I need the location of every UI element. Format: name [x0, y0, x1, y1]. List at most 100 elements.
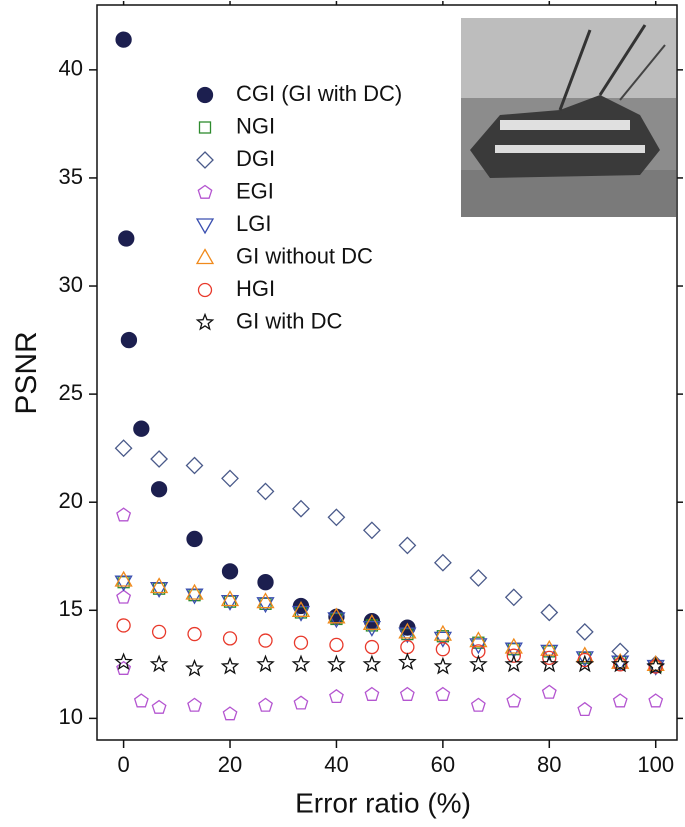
legend-label: NGI	[236, 113, 275, 138]
legend-label: DGI	[236, 146, 275, 171]
data-point	[258, 633, 273, 648]
data-point	[220, 590, 240, 607]
data-point	[292, 499, 310, 518]
data-point	[399, 686, 415, 701]
legend-label: HGI	[236, 276, 275, 301]
data-point	[646, 655, 665, 674]
data-point	[257, 574, 274, 591]
legend-label: LGI	[236, 211, 271, 236]
data-point	[220, 656, 240, 675]
data-point	[293, 635, 309, 650]
data-point	[293, 695, 309, 710]
data-point	[114, 652, 133, 671]
data-point	[577, 701, 593, 717]
data-point	[116, 589, 132, 604]
legend-marker	[196, 86, 214, 104]
data-point	[221, 563, 239, 580]
data-point	[185, 588, 204, 605]
data-point	[329, 688, 344, 704]
x-tick-label: 60	[431, 752, 455, 777]
data-point	[116, 660, 132, 675]
y-tick-label: 10	[59, 704, 83, 729]
data-point	[291, 600, 311, 617]
data-point	[610, 654, 630, 673]
data-point	[185, 456, 204, 475]
data-point	[256, 592, 275, 609]
data-point	[327, 612, 346, 629]
data-point	[506, 648, 521, 663]
data-point	[151, 624, 167, 640]
legend-marker	[197, 184, 213, 199]
data-point	[220, 594, 240, 611]
data-point	[575, 654, 595, 673]
data-point	[541, 684, 557, 699]
data-point	[329, 637, 344, 653]
data-point	[398, 652, 417, 671]
y-tick-label: 35	[59, 164, 83, 189]
data-point	[149, 577, 169, 594]
data-point	[151, 699, 167, 714]
data-point	[150, 450, 169, 468]
legend-label: GI with DC	[236, 308, 342, 333]
data-point	[149, 582, 169, 599]
data-point	[221, 469, 239, 488]
data-point	[133, 693, 149, 708]
data-point	[470, 697, 486, 712]
data-point	[433, 631, 453, 648]
data-point	[611, 642, 630, 661]
data-point	[116, 507, 132, 522]
data-point	[150, 481, 168, 498]
data-point	[149, 654, 169, 673]
legend-marker	[197, 282, 213, 298]
data-point	[504, 588, 523, 607]
data-point	[116, 618, 131, 633]
data-point	[469, 631, 488, 648]
y-tick-label: 25	[59, 380, 83, 405]
data-point	[327, 607, 346, 624]
data-point	[256, 654, 275, 673]
x-tick-label: 40	[324, 752, 348, 777]
legend-marker	[196, 151, 214, 169]
data-point	[327, 654, 346, 673]
data-point	[646, 656, 666, 675]
data-point	[575, 651, 594, 668]
data-point	[115, 31, 132, 48]
data-point	[118, 230, 135, 247]
data-point	[540, 603, 559, 622]
data-point	[469, 568, 488, 587]
data-point	[433, 624, 453, 641]
data-point	[362, 613, 382, 630]
data-point	[542, 650, 557, 666]
data-point	[364, 686, 380, 701]
data-point	[398, 622, 417, 639]
plot-frame	[96, 4, 678, 741]
legend-label: CGI (GI with DC)	[236, 81, 402, 106]
data-point	[222, 706, 238, 721]
data-point	[362, 620, 382, 637]
inset-image	[461, 18, 676, 217]
data-point	[612, 693, 628, 708]
x-tick-label: 100	[637, 752, 674, 777]
data-point	[398, 536, 417, 555]
data-point	[577, 652, 592, 668]
data-point	[433, 553, 452, 572]
data-point	[364, 639, 380, 655]
data-point	[114, 439, 133, 458]
x-axis-title: Error ratio (%)	[295, 787, 471, 818]
legend-marker	[198, 121, 212, 134]
data-point	[256, 597, 275, 614]
data-point	[435, 686, 451, 701]
y-tick-label: 40	[59, 56, 83, 81]
x-tick-label: 20	[218, 752, 242, 777]
data-point	[185, 583, 204, 600]
x-tick-label: 80	[537, 752, 561, 777]
y-axis-title: PSNR	[10, 331, 43, 414]
data-point	[506, 693, 522, 708]
data-point	[648, 693, 664, 708]
series	[114, 652, 666, 677]
data-point	[291, 605, 311, 622]
data-point	[504, 637, 523, 654]
legend-marker	[195, 312, 215, 331]
data-point	[539, 654, 559, 673]
